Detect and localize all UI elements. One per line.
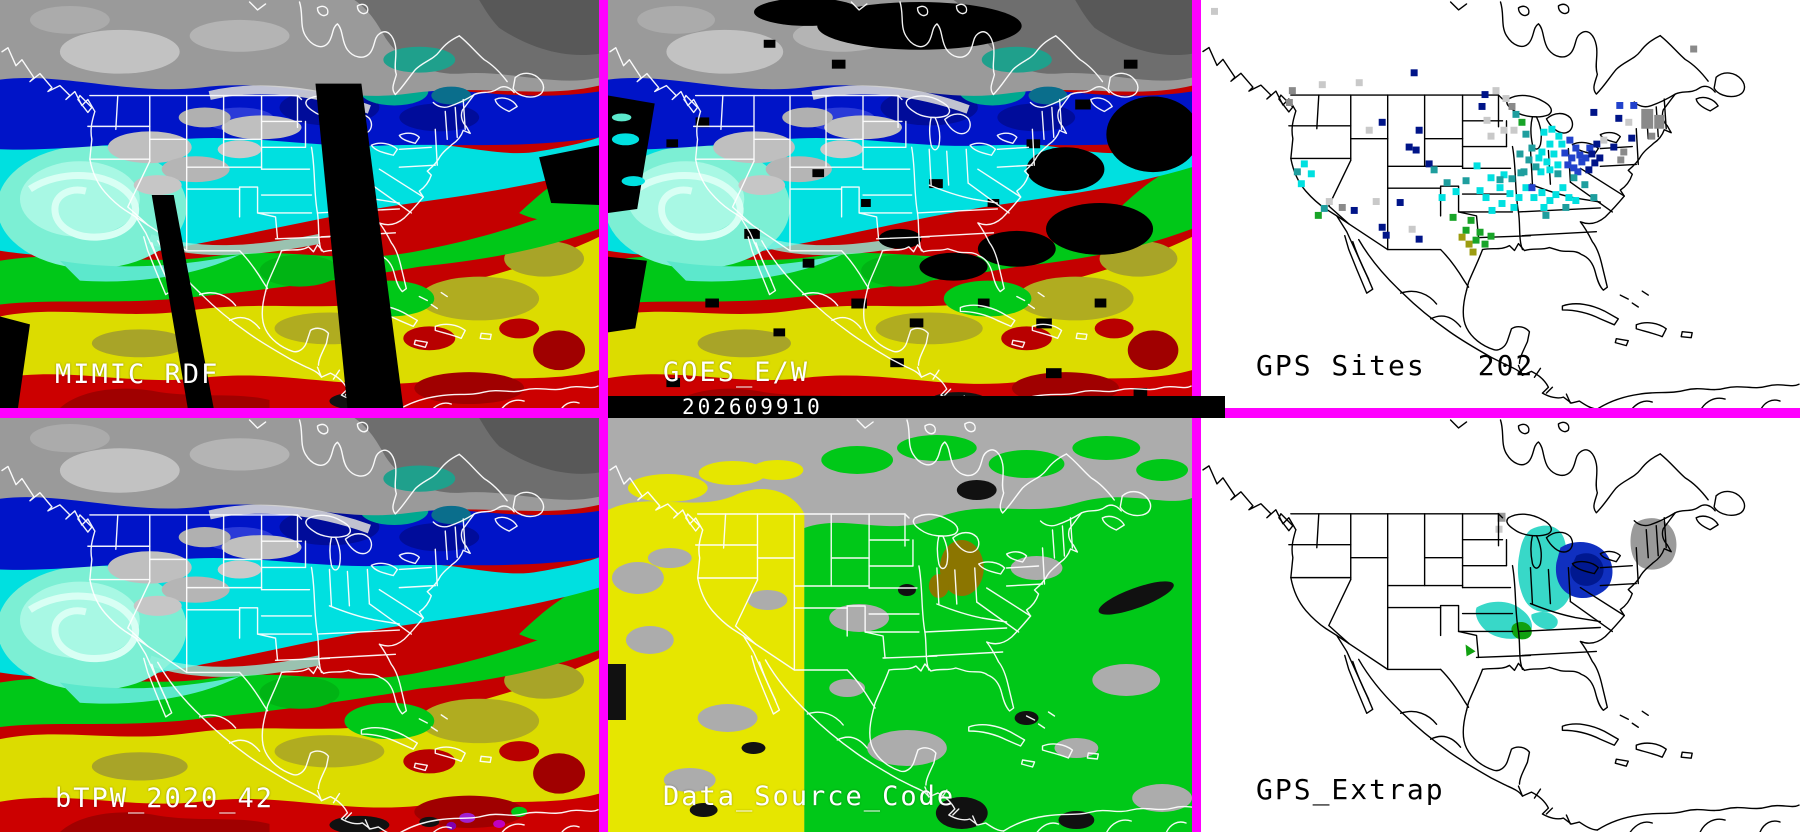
goes-west-yellow-region [608,460,805,832]
panel-label-btpw: bTPW_2020_42 [55,783,275,814]
data-source-imagery [608,418,1192,832]
panel-label-mimic-rdf: MIMIC RDF [55,359,220,390]
btpw-imagery [0,418,599,832]
satellite-gap-swaths [0,83,599,408]
timestamp-strip: 202609910 [608,396,1225,418]
goes-imagery [608,0,1192,408]
gps-station-dots [1210,7,1698,256]
gps-extrap-map [1201,418,1800,832]
panel-label-goes: GOES_E/W [663,357,810,388]
goes-east-green-region [804,435,1192,832]
panel-label-gps-extrap: GPS_Extrap [1256,773,1445,806]
panel-gps-extrap: GPS_Extrap [1201,418,1800,832]
panel-mimic-rdf: MIMIC RDF [0,0,599,408]
mimic-rdf-imagery [0,0,599,408]
panel-gps-sites: GPS Sites 202 [1201,0,1800,408]
goes-edge-specks [611,113,645,187]
panel-data-source: Data_Source_Code [608,418,1192,832]
panel-btpw: bTPW_2020_42 [0,418,599,832]
panel-label-gps-sites: GPS Sites 202 [1256,349,1535,382]
gps-sites-map [1201,0,1800,408]
gps-site-count: 202 [1477,349,1535,382]
timestamp-text: 202609910 [682,395,823,419]
panel-goes: GOES_E/W [608,0,1192,408]
panel-label-data-source: Data_Source_Code [663,781,956,812]
